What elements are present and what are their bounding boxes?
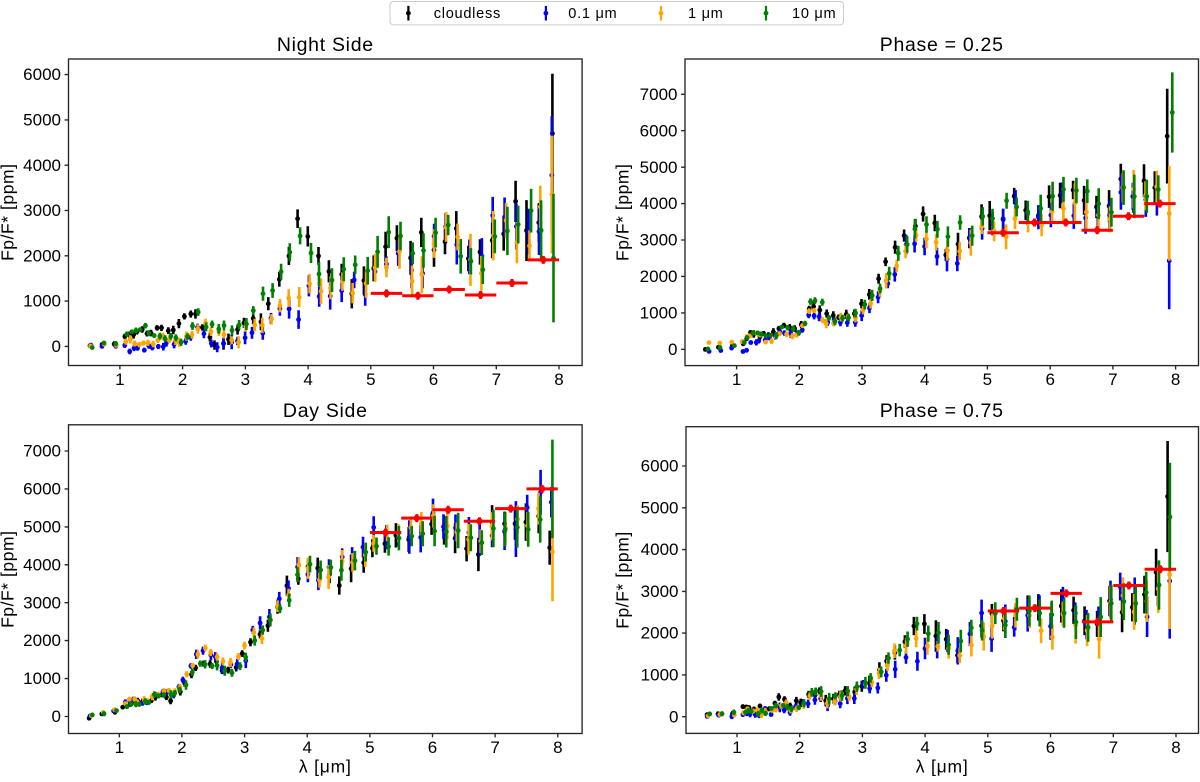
svg-text:4: 4 [920,738,929,757]
svg-text:λ [μm]: λ [μm] [916,757,969,777]
svg-text:3000: 3000 [23,593,61,612]
svg-text:4000: 4000 [640,194,678,213]
svg-text:5: 5 [365,738,374,757]
svg-text:Night Side: Night Side [277,34,374,56]
svg-text:4000: 4000 [23,555,61,574]
svg-text:6: 6 [1045,370,1054,389]
svg-text:10 μm: 10 μm [792,6,836,22]
svg-text:3: 3 [857,370,866,389]
svg-text:7000: 7000 [23,442,61,461]
svg-text:cloudless: cloudless [434,6,501,22]
svg-text:1: 1 [732,370,741,389]
svg-text:3: 3 [858,738,867,757]
svg-text:7: 7 [490,738,499,757]
svg-text:Fp/F* [ppm]: Fp/F* [ppm] [613,531,633,628]
svg-text:1000: 1000 [640,304,678,323]
svg-text:1: 1 [115,738,124,757]
svg-text:2: 2 [178,370,187,389]
svg-text:Fp/F* [ppm]: Fp/F* [ppm] [613,164,633,261]
svg-text:3000: 3000 [641,582,679,601]
svg-text:Phase = 0.25: Phase = 0.25 [880,34,1004,56]
svg-text:8: 8 [553,738,562,757]
svg-text:6000: 6000 [23,480,61,499]
svg-text:5000: 5000 [641,498,679,517]
svg-text:3: 3 [241,370,250,389]
svg-text:8: 8 [554,370,563,389]
svg-text:Phase = 0.75: Phase = 0.75 [880,400,1004,422]
svg-text:3000: 3000 [23,201,61,220]
svg-text:0: 0 [52,337,61,356]
svg-text:λ [μm]: λ [μm] [299,757,352,777]
svg-text:8: 8 [1171,370,1180,389]
svg-text:4: 4 [920,370,929,389]
svg-text:1000: 1000 [641,666,679,685]
svg-text:7: 7 [1108,370,1117,389]
svg-text:Fp/F* [ppm]: Fp/F* [ppm] [0,163,18,260]
svg-text:6000: 6000 [640,121,678,140]
svg-text:3: 3 [240,738,249,757]
svg-text:6: 6 [428,738,437,757]
svg-text:7: 7 [492,370,501,389]
svg-text:2000: 2000 [23,631,61,650]
svg-text:0: 0 [52,707,61,726]
svg-text:Day Side: Day Side [283,400,368,422]
svg-text:0: 0 [668,340,677,359]
svg-text:2000: 2000 [640,267,678,286]
svg-text:7: 7 [1109,738,1118,757]
svg-text:2: 2 [795,738,804,757]
svg-text:3000: 3000 [640,231,678,250]
svg-text:2000: 2000 [23,246,61,265]
svg-text:5000: 5000 [640,158,678,177]
svg-text:5: 5 [983,370,992,389]
svg-text:5000: 5000 [23,518,61,537]
svg-text:5000: 5000 [23,111,61,130]
svg-text:5: 5 [983,738,992,757]
svg-text:6000: 6000 [23,65,61,84]
svg-text:1: 1 [732,738,741,757]
svg-text:0: 0 [669,707,678,726]
svg-text:0.1 μm: 0.1 μm [568,6,617,22]
svg-text:2: 2 [177,738,186,757]
svg-text:8: 8 [1171,738,1180,757]
svg-text:1000: 1000 [23,669,61,688]
svg-text:2: 2 [795,370,804,389]
svg-text:6: 6 [1046,738,1055,757]
svg-text:7000: 7000 [640,85,678,104]
svg-text:4: 4 [303,370,312,389]
svg-text:1: 1 [115,370,124,389]
svg-text:6: 6 [429,370,438,389]
svg-text:1 μm: 1 μm [688,6,724,22]
svg-text:1000: 1000 [23,292,61,311]
svg-text:Fp/F* [ppm]: Fp/F* [ppm] [0,530,18,627]
svg-text:2000: 2000 [641,624,679,643]
svg-text:6000: 6000 [641,457,679,476]
svg-text:5: 5 [366,370,375,389]
svg-text:4000: 4000 [23,156,61,175]
svg-text:4: 4 [302,738,311,757]
svg-text:4000: 4000 [641,540,679,559]
